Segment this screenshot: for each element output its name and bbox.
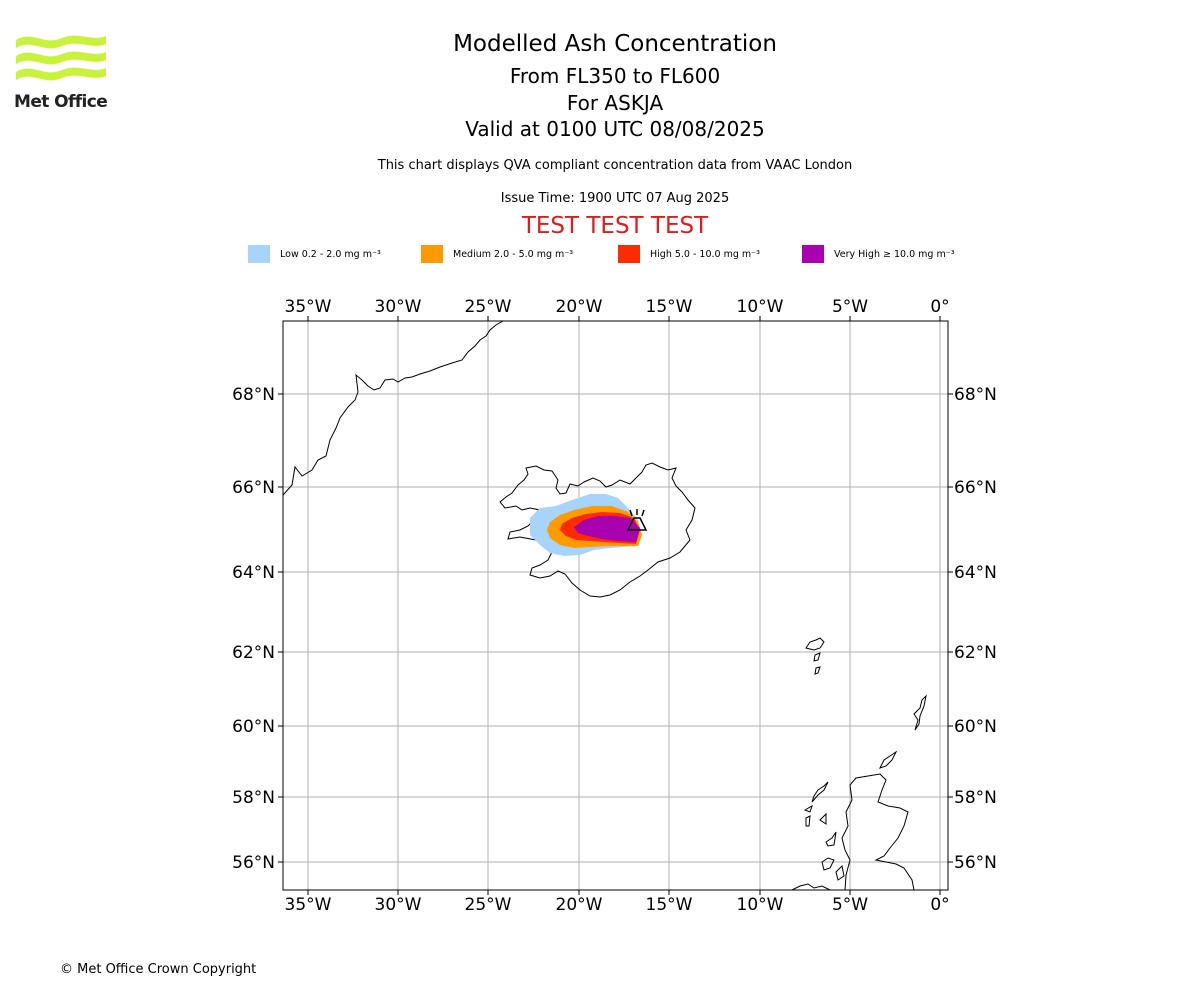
valid-time: Valid at 0100 UTC 08/08/2025 [465, 117, 765, 141]
lon-tick-bottom-15w: 15°W [646, 895, 693, 915]
map-title: Modelled Ash Concentration [453, 31, 777, 57]
flight-level-range: From FL350 to FL600 [509, 64, 721, 88]
lat-tick-left-60n: 60°N [232, 717, 275, 737]
lat-tick-left-66n: 66°N [232, 478, 275, 498]
volcano-icon [626, 509, 648, 531]
lon-tick-top-30w: 30°W [375, 297, 422, 317]
lon-tick-bottom-30w: 30°W [375, 895, 422, 915]
legend-item-very-high: Very High ≥ 10.0 mg m⁻³ [802, 244, 955, 264]
legend-swatch-medium [421, 245, 443, 263]
lat-tick-left-68n: 68°N [232, 385, 275, 405]
lon-tick-top-10w: 10°W [737, 297, 784, 317]
lat-tick-right-66n: 66°N [954, 478, 997, 498]
scotland-coastline [841, 773, 915, 890]
met-office-logo: Met Office [14, 30, 109, 112]
hebrides-coastline [791, 781, 845, 890]
lon-tick-bottom-35w: 35°W [285, 895, 332, 915]
chart-note: This chart displays QVA compliant concen… [377, 158, 853, 173]
copyright-notice: © Met Office Crown Copyright [60, 962, 257, 977]
map-frame [282, 320, 949, 891]
lon-tick-top-35w: 35°W [285, 297, 332, 317]
legend-swatch-low [248, 245, 270, 263]
legend-swatch-high [618, 245, 640, 263]
lat-tick-left-64n: 64°N [232, 563, 275, 583]
ash-contour-very-high [574, 516, 640, 542]
legend-label-very-high: Very High ≥ 10.0 mg m⁻³ [834, 248, 955, 260]
lat-tick-left-56n: 56°N [232, 853, 275, 873]
lat-tick-right-58n: 58°N [954, 788, 997, 808]
lat-tick-right-60n: 60°N [954, 717, 997, 737]
legend-label-high: High 5.0 - 10.0 mg m⁻³ [650, 248, 760, 260]
lon-tick-bottom-5w: 5°W [832, 895, 868, 915]
tick-marks [278, 316, 953, 895]
lon-tick-bottom-25w: 25°W [465, 895, 512, 915]
lon-tick-top-0: 0° [930, 297, 949, 317]
lat-tick-right-56n: 56°N [954, 853, 997, 873]
volcano-name: For ASKJA [566, 91, 664, 115]
faroe-islands-coastline [805, 637, 825, 675]
met-office-waves-icon [16, 35, 106, 81]
lon-tick-bottom-20w: 20°W [556, 895, 603, 915]
lon-tick-top-25w: 25°W [465, 297, 512, 317]
test-warning: TEST TEST TEST [521, 213, 709, 239]
lat-tick-right-62n: 62°N [954, 643, 997, 663]
greenland-coastline [283, 321, 504, 496]
legend-item-high: High 5.0 - 10.0 mg m⁻³ [618, 244, 760, 264]
legend-label-medium: Medium 2.0 - 5.0 mg m⁻³ [453, 248, 574, 260]
logo-text: Met Office [14, 92, 108, 112]
map-background [283, 321, 948, 890]
map-gridlines [283, 321, 948, 890]
issue-time: Issue Time: 1900 UTC 07 Aug 2025 [500, 191, 730, 206]
legend-label-low: Low 0.2 - 2.0 mg m⁻³ [280, 248, 381, 260]
shetland-coastline [913, 694, 927, 731]
legend-item-low: Low 0.2 - 2.0 mg m⁻³ [248, 244, 381, 264]
lon-tick-top-15w: 15°W [646, 297, 693, 317]
lon-tick-top-20w: 20°W [556, 297, 603, 317]
orkney-coastline [879, 750, 898, 769]
legend-item-medium: Medium 2.0 - 5.0 mg m⁻³ [421, 244, 573, 264]
lat-tick-left-58n: 58°N [232, 788, 275, 808]
lat-tick-right-68n: 68°N [954, 385, 997, 405]
lon-tick-top-5w: 5°W [832, 297, 868, 317]
lon-tick-bottom-10w: 10°W [737, 895, 784, 915]
lon-tick-bottom-0: 0° [930, 895, 949, 915]
lat-tick-left-62n: 62°N [232, 643, 275, 663]
legend-swatch-very-high [802, 245, 824, 263]
lat-tick-right-64n: 64°N [954, 563, 997, 583]
